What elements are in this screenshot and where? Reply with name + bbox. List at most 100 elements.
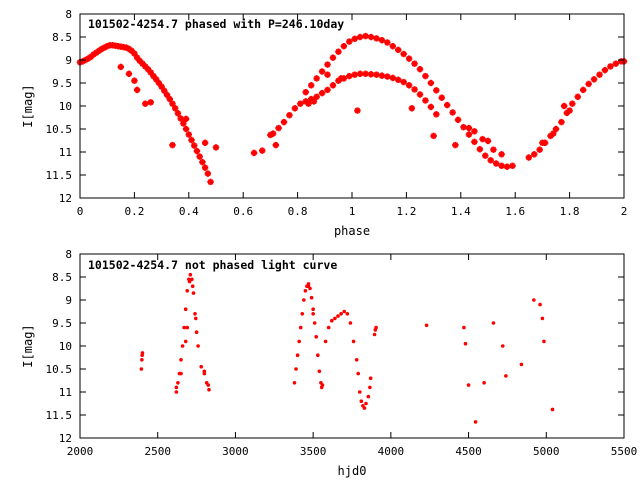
y-tick-label: 9	[65, 294, 72, 307]
data-point	[364, 401, 368, 406]
data-point	[294, 367, 298, 371]
x-tick-label: 1.6	[505, 205, 525, 218]
data-point-d2	[134, 54, 140, 61]
data-point	[311, 307, 315, 312]
data-point-d2	[409, 105, 415, 112]
data-point-d2	[128, 47, 135, 54]
data-point-d2	[479, 136, 486, 142]
data-point-d2	[346, 73, 353, 79]
data-point	[351, 71, 358, 78]
data-point-d2	[452, 142, 459, 148]
data-point	[300, 312, 305, 316]
data-point-d2	[177, 115, 184, 122]
data-point	[302, 298, 306, 302]
data-point-d2	[273, 142, 279, 148]
data-point	[356, 33, 364, 41]
data-point-d2	[417, 66, 423, 73]
data-point	[188, 136, 195, 144]
data-point	[272, 141, 280, 149]
x-tick-label: 4000	[378, 445, 405, 458]
data-point-d2	[150, 73, 157, 79]
y-tick-label: 10	[59, 100, 72, 113]
data-point	[185, 289, 190, 293]
data-point	[169, 141, 176, 149]
y-tick-label: 8.5	[52, 31, 72, 44]
data-point	[449, 109, 456, 116]
data-point	[187, 279, 192, 284]
data-point-d2	[158, 83, 165, 90]
data-point-d2	[164, 92, 170, 98]
data-point	[302, 89, 309, 96]
data-point	[465, 124, 473, 132]
data-point-d2	[308, 96, 315, 102]
y-tick-label: 12	[59, 192, 72, 205]
data-point-d2	[313, 93, 320, 100]
data-point-d2	[145, 66, 151, 73]
data-point	[183, 307, 188, 312]
data-point	[357, 390, 362, 394]
data-point-d2	[213, 144, 219, 151]
data-point-d2	[199, 159, 206, 165]
data-point	[463, 341, 468, 346]
data-point	[550, 407, 555, 412]
data-point	[596, 71, 603, 78]
data-point-d2	[313, 75, 320, 82]
data-point	[342, 309, 347, 314]
data-point	[206, 383, 211, 387]
data-point-d2	[607, 63, 614, 70]
data-point	[395, 46, 402, 54]
data-point	[378, 72, 386, 79]
data-point	[180, 344, 185, 348]
y-tick-label: 10.5	[46, 363, 73, 376]
data-point	[558, 118, 565, 126]
data-point-d2	[389, 75, 396, 81]
data-point	[484, 137, 492, 145]
data-point	[339, 312, 343, 316]
data-point-d2	[428, 80, 434, 86]
data-point	[190, 284, 195, 289]
data-point	[354, 358, 359, 362]
data-point	[368, 376, 373, 381]
data-point	[509, 162, 516, 169]
data-point	[140, 358, 144, 362]
plot-frame	[79, 253, 625, 439]
x-tick-label: 1	[349, 205, 356, 218]
x-tick-label: 1.4	[451, 205, 471, 218]
data-point-d2	[485, 138, 491, 144]
data-point	[471, 128, 478, 135]
y-tick-label: 9	[65, 54, 72, 67]
data-point	[324, 71, 331, 78]
data-point-d2	[324, 71, 331, 78]
data-point-d2	[341, 43, 347, 50]
data-point	[193, 147, 201, 155]
data-point	[337, 75, 345, 82]
data-point	[444, 101, 451, 109]
x-tick-label: 1.8	[560, 205, 580, 218]
data-point-d2	[131, 77, 138, 84]
data-point	[190, 277, 194, 282]
data-point-d2	[455, 116, 461, 123]
data-point-d2	[395, 76, 402, 83]
data-point-d2	[126, 46, 132, 52]
data-point-d2	[574, 93, 581, 100]
data-point-d2	[319, 68, 325, 75]
data-point	[147, 99, 154, 106]
data-points	[139, 272, 555, 424]
phased-plot-panel: 0 0.2 0.4 0.6 0.8 1 1.2 1.4 1.6 1.8 2 8 8.5 9 9.5 10 10.…	[21, 8, 627, 238]
data-point	[185, 325, 190, 330]
data-point	[329, 82, 337, 89]
data-point	[183, 339, 188, 344]
data-point	[574, 93, 581, 100]
data-point-d2	[368, 71, 374, 78]
data-point	[536, 146, 543, 153]
data-point-d2	[324, 87, 331, 93]
data-point-d2	[153, 76, 159, 83]
data-point-d2	[482, 152, 489, 159]
data-point	[473, 420, 478, 424]
data-point-d2	[422, 97, 429, 104]
data-point-d2	[602, 67, 608, 73]
x-axis-label: hjd0	[338, 464, 367, 478]
data-point	[199, 364, 204, 369]
x-axis-label: phase	[334, 224, 370, 238]
data-point-d2	[428, 104, 434, 110]
